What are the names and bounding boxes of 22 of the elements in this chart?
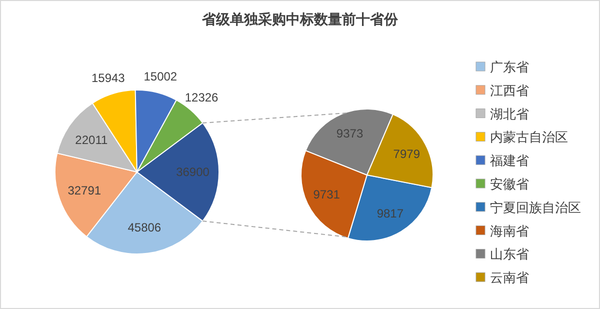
data-label: 7979 (393, 146, 420, 161)
legend-label: 宁夏回族自治区 (490, 200, 581, 215)
legend-label: 山东省 (490, 246, 529, 262)
legend-label: 湖北省 (490, 106, 529, 122)
legend-label: 云南省 (490, 270, 529, 286)
legend-label: 海南省 (490, 223, 529, 238)
data-label: 9817 (376, 206, 404, 220)
legend-label: 江西省 (490, 82, 529, 98)
data-label: 22011 (75, 132, 108, 147)
data-label: 12326 (184, 90, 219, 105)
chart-title: 省级单独采购中标数量前十省份 (201, 11, 399, 27)
legend-label: 内蒙古自治区 (490, 130, 568, 145)
data-label: 15943 (91, 70, 126, 85)
data-label: 32791 (68, 184, 102, 198)
data-label: 45806 (128, 220, 162, 234)
legend-label: 安徽省 (490, 176, 529, 192)
data-label: 36900 (176, 165, 210, 179)
legend-label: 福建省 (490, 153, 529, 168)
legend-label: 广东省 (490, 60, 529, 74)
data-label: 15002 (144, 69, 178, 84)
data-label: 9731 (313, 188, 340, 202)
data-label: 9373 (336, 126, 364, 141)
